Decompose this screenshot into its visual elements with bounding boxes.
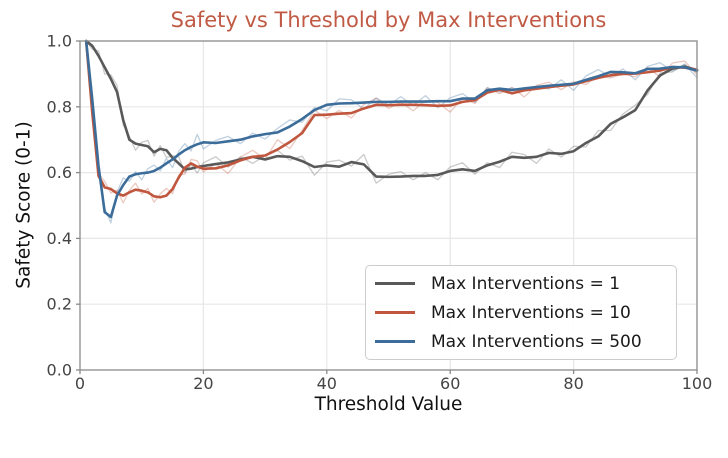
gray-line-swatch: [375, 282, 415, 285]
y-tick-label: 0.0: [47, 361, 72, 380]
blue-line-swatch: [375, 340, 415, 343]
chart-title: Safety vs Threshold by Max Interventions: [170, 8, 607, 32]
legend-label: Max Interventions = 500: [431, 331, 642, 352]
legend-label: Max Interventions = 10: [431, 302, 631, 323]
x-tick-label: 0: [75, 374, 85, 393]
legend: Max Interventions = 1 Max Interventions …: [365, 265, 677, 360]
x-tick-label: 20: [193, 374, 213, 393]
x-tick-label: 40: [317, 374, 337, 393]
y-axis-label: Safety Score (0-1): [13, 121, 35, 289]
legend-row-max-500: Max Interventions = 500: [366, 332, 676, 352]
y-tick-label: 0.4: [47, 229, 72, 248]
legend-row-max-1: Max Interventions = 1: [366, 274, 676, 294]
x-tick-label: 100: [682, 374, 713, 393]
y-tick-label: 0.8: [47, 97, 72, 116]
x-tick-label: 80: [563, 374, 583, 393]
x-axis-label: Threshold Value: [314, 394, 463, 415]
y-tick-label: 1.0: [47, 32, 72, 51]
plot-box: [79, 40, 698, 371]
legend-row-max-10: Max Interventions = 10: [366, 303, 676, 323]
legend-label: Max Interventions = 1: [431, 273, 621, 294]
series-line-max-interventions-1: [84, 39, 699, 179]
y-tick-label: 0.6: [47, 163, 72, 182]
x-tick-label: 60: [440, 374, 460, 393]
red-line-swatch: [375, 311, 415, 314]
raw-line-max-interventions-1: [85, 40, 698, 184]
raw-line-max-interventions-500: [85, 40, 698, 224]
y-tick-label: 0.2: [47, 295, 72, 314]
series-line-max-interventions-500: [84, 39, 699, 219]
